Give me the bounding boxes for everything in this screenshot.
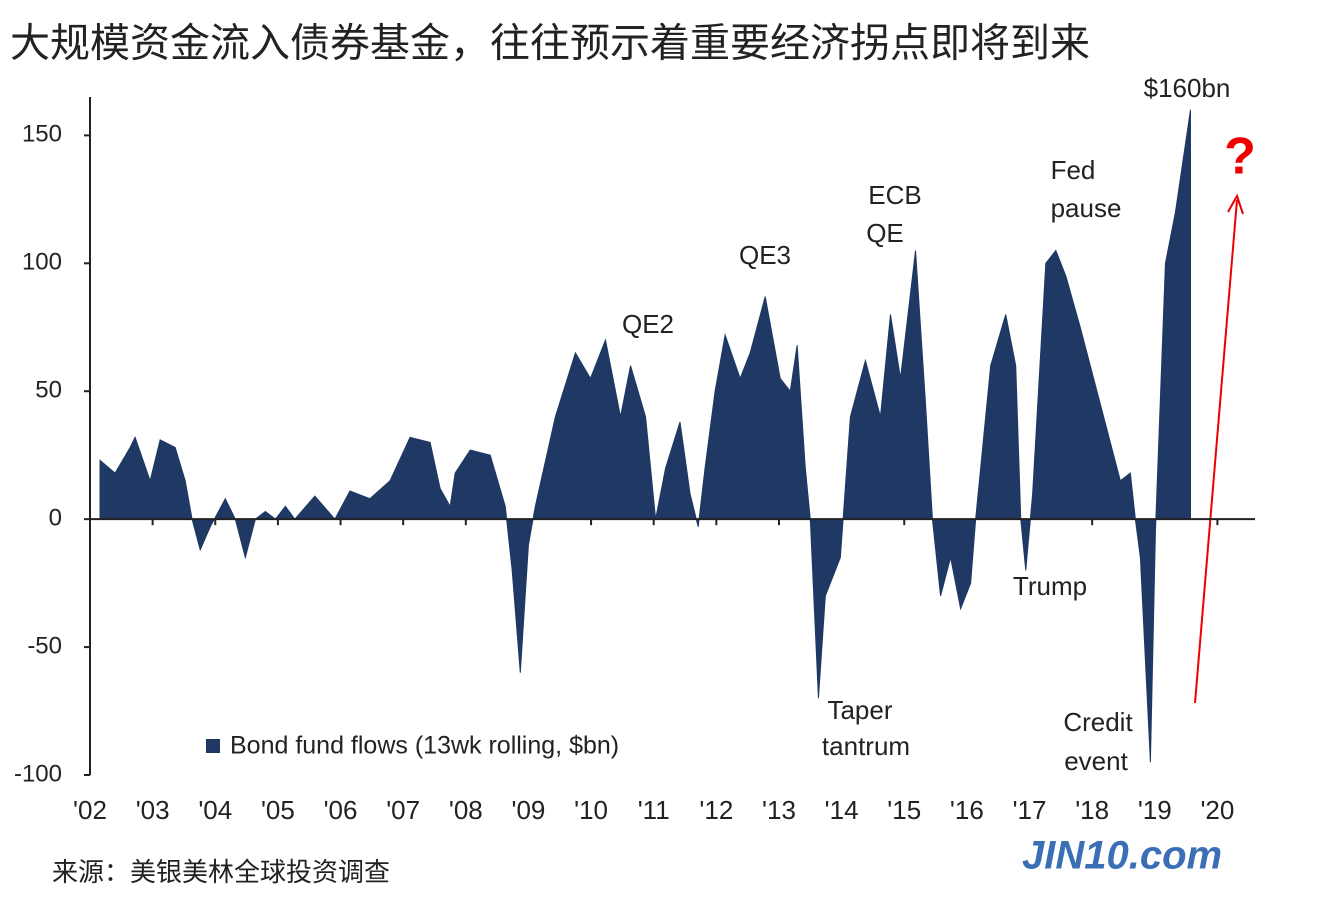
- x-tick-label: '06: [324, 795, 358, 825]
- annotation: Fed: [1051, 155, 1096, 185]
- annotation: $160bn: [1144, 73, 1231, 103]
- watermark: JIN10.com: [1022, 834, 1222, 878]
- y-tick-label: 50: [35, 377, 62, 404]
- x-tick-label: '18: [1075, 795, 1109, 825]
- x-tick-label: '16: [950, 795, 984, 825]
- y-tick-label: 0: [49, 504, 62, 531]
- x-tick-label: '20: [1200, 795, 1234, 825]
- y-tick-label: -100: [14, 760, 62, 787]
- y-tick-label: -50: [27, 632, 62, 659]
- legend-swatch: [206, 739, 220, 753]
- annotation: ECB: [868, 180, 921, 210]
- x-tick-label: '02: [73, 795, 107, 825]
- annotation: QE2: [622, 309, 674, 339]
- y-tick-label: 100: [22, 249, 62, 276]
- area-series: [99, 109, 1191, 763]
- annotation: Trump: [1013, 571, 1087, 601]
- x-tick-label: '08: [449, 795, 483, 825]
- x-tick-label: '12: [699, 795, 733, 825]
- page-title: 大规模资金流入债券基金，往往预示着重要经济拐点即将到来: [10, 22, 1090, 66]
- x-tick-label: '19: [1138, 795, 1172, 825]
- annotation: pause: [1051, 193, 1122, 223]
- x-tick-label: '14: [825, 795, 859, 825]
- source-note: 来源：美银美林全球投资调查: [52, 857, 390, 887]
- question-mark: ?: [1224, 128, 1256, 186]
- annotation: Taper: [827, 695, 892, 725]
- x-tick-label: '04: [198, 795, 232, 825]
- annotation: QE3: [739, 240, 791, 270]
- arrow-head: [1227, 193, 1244, 215]
- annotation: event: [1064, 746, 1128, 776]
- x-tick-label: '05: [261, 795, 295, 825]
- x-tick-label: '10: [574, 795, 608, 825]
- y-tick-label: 150: [22, 121, 62, 148]
- x-tick-label: '03: [136, 795, 170, 825]
- x-tick-label: '11: [638, 795, 670, 825]
- forecast-arrow: [1194, 199, 1238, 704]
- x-tick-label: '07: [386, 795, 420, 825]
- x-tick-label: '09: [511, 795, 545, 825]
- x-tick-label: '15: [887, 795, 921, 825]
- x-tick-label: '13: [762, 795, 796, 825]
- annotation: Credit: [1063, 707, 1133, 737]
- x-tick-label: '17: [1013, 795, 1047, 825]
- annotation: tantrum: [822, 731, 910, 761]
- legend-label: Bond fund flows (13wk rolling, $bn): [230, 732, 619, 760]
- annotation: QE: [866, 218, 904, 248]
